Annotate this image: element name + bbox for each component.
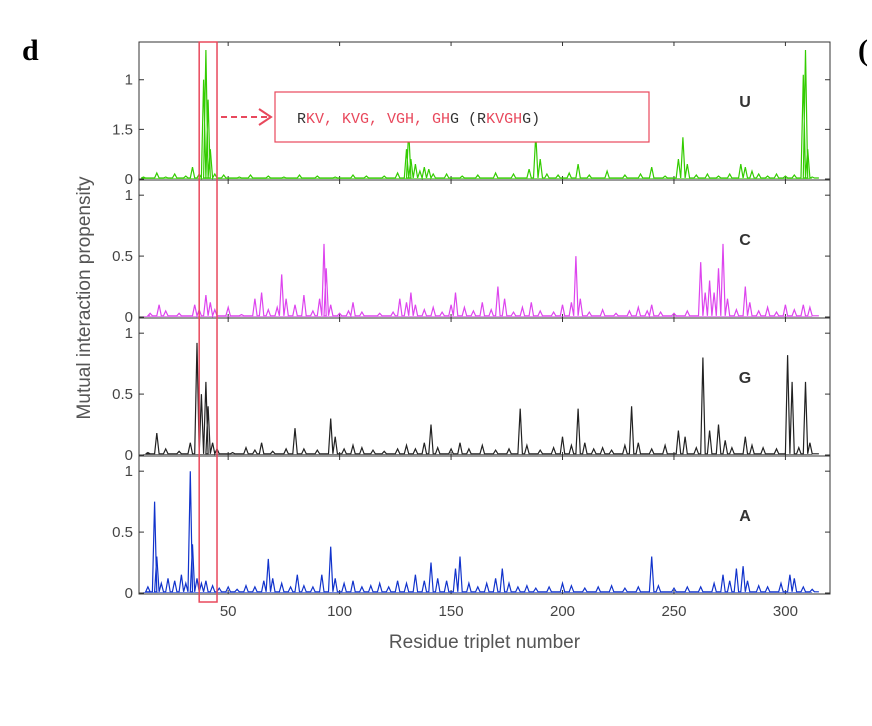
highlight-box (198, 41, 218, 603)
panel-c: 0 0.5 1 C (112, 179, 831, 326)
y-tick-label: 0 (125, 447, 133, 464)
annotation: RKV, KVG, VGH, GHG (RKVGHG) (198, 41, 650, 603)
callout-text-part: G) (522, 111, 540, 128)
y-tick-label: 0.5 (112, 248, 133, 265)
series-line-g (145, 342, 819, 456)
y-axis-label: Mutual interaction propensity (74, 176, 95, 419)
y-tick-label: 1 (125, 325, 133, 342)
y-tick-label: 0 (125, 585, 133, 602)
callout-text-part: KVGH (486, 111, 522, 128)
x-tick-label: 300 (773, 603, 798, 620)
y-tick-label: 0 (125, 309, 133, 326)
series-line-c (146, 243, 819, 319)
x-tick-label: 200 (550, 603, 575, 620)
y-tick-label: 0 (125, 171, 133, 188)
series-label-u: U (739, 94, 751, 111)
y-tick-label: 0.5 (112, 524, 133, 541)
x-tick-label: 150 (439, 603, 464, 620)
y-tick-label: 0.5 (112, 386, 133, 403)
panel-frame (138, 317, 831, 457)
y-tick-label: 1 (125, 463, 133, 480)
callout-text-part: KV, KVG, VGH, GH (306, 111, 450, 128)
x-tick-label: 50 (220, 603, 237, 620)
callout-arrow-head (258, 108, 273, 126)
panel-a: 0 0.5 1 A (112, 455, 831, 602)
x-tick-label: 250 (661, 603, 686, 620)
x-axis-label: Residue triplet number (389, 632, 581, 653)
y-tick-label: 1 (125, 187, 133, 204)
plot-panels: 0 1.5 1 U 0 0.5 1 C 0 0.5 1 G 0 0.5 1 A (112, 41, 831, 602)
y-tick-label: 1 (125, 72, 133, 89)
y-tick-label: 1.5 (112, 121, 133, 138)
series-line-a (144, 471, 819, 593)
panel-letter: d (22, 34, 39, 67)
callout-text-part: R (297, 111, 306, 128)
callout-box (274, 91, 650, 143)
panel-g: 0 0.5 1 G (112, 317, 831, 464)
panel-frame (138, 179, 831, 319)
series-label-g: G (739, 370, 751, 387)
panel-frame (138, 455, 831, 595)
callout-text: RKV, KVG, VGH, GHG (RKVGHG) (297, 111, 540, 128)
series-label-a: A (739, 508, 751, 525)
callout-text-part: G (R (450, 111, 486, 128)
series-label-c: C (739, 232, 751, 249)
next-panel-letter-fragment: ( (858, 34, 868, 67)
x-axis: 50 100 150 200 250 300 (220, 603, 798, 620)
x-tick-label: 100 (327, 603, 352, 620)
